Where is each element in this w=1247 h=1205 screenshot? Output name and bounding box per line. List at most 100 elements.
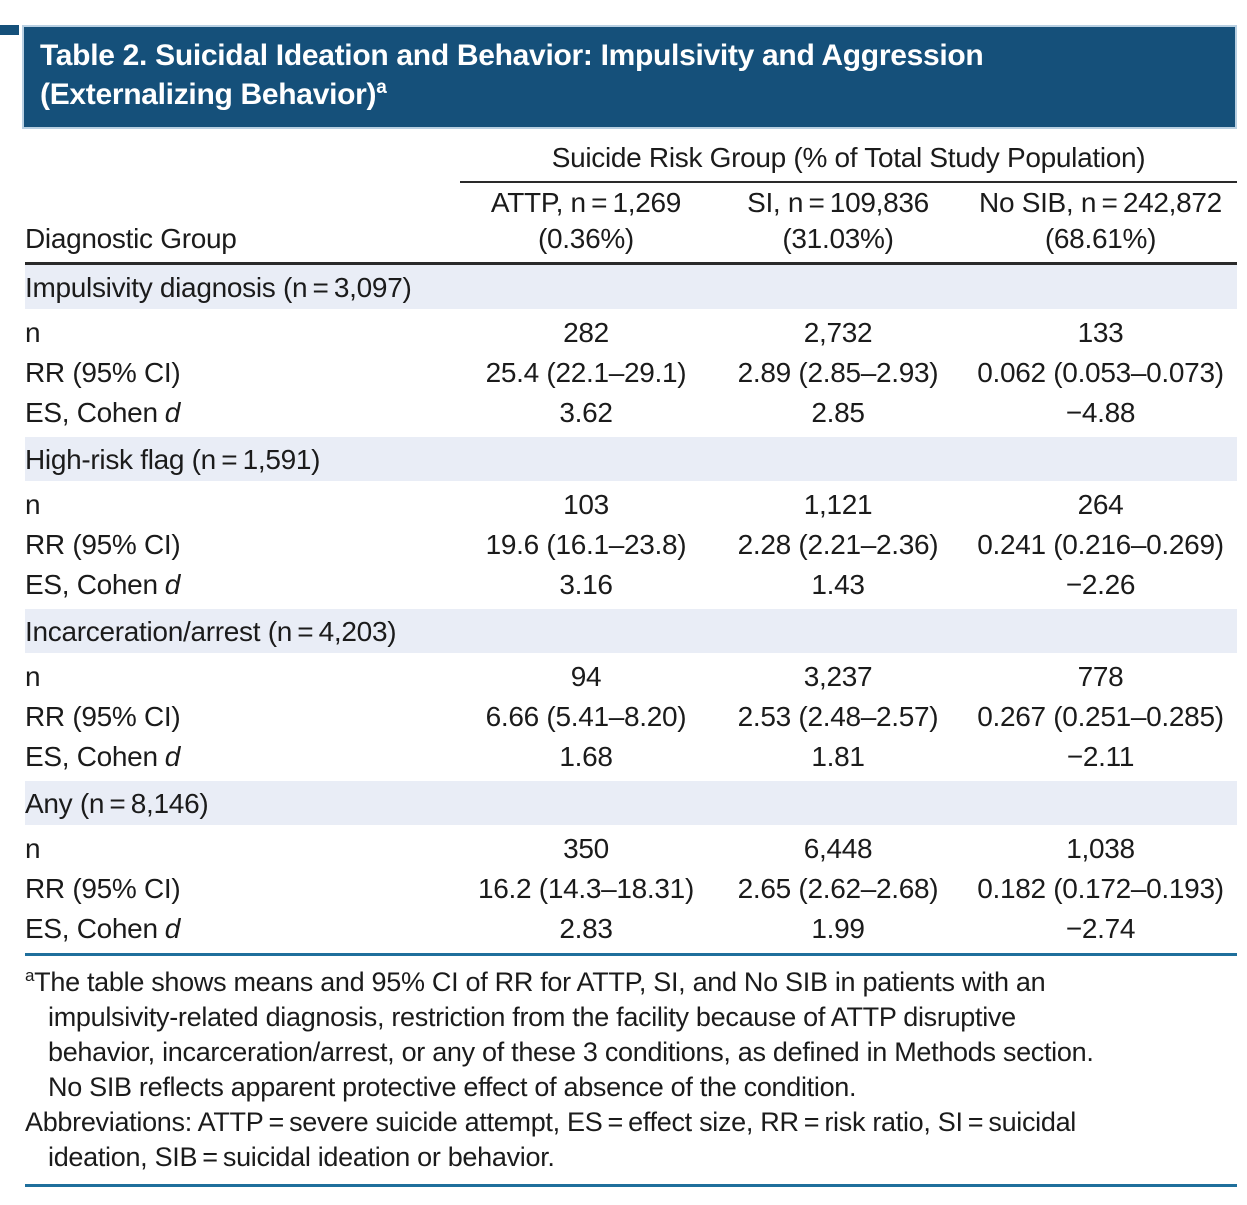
page-edge-mark — [0, 25, 19, 35]
figure-bottom-rule — [25, 1184, 1237, 1187]
column-header-nosib-line2: (68.61%) — [1044, 223, 1157, 254]
cell-value: 1.43 — [811, 569, 865, 600]
cell-value: 1,038 — [1066, 833, 1135, 864]
cell-value: 25.4 (22.1–29.1) — [485, 357, 687, 388]
footnote-marker: a — [25, 966, 35, 985]
cell-value: 2.28 (2.21–2.36) — [737, 529, 939, 560]
spanner-heading: Suicide Risk Group (% of Total Study Pop… — [460, 139, 1237, 183]
table-title-footnote-marker: a — [376, 77, 387, 98]
section-header-impulsivity: Impulsivity diagnosis (n = 3,097) — [25, 265, 1237, 309]
table-title-line1: Table 2. Suicidal Ideation and Behavior:… — [40, 39, 984, 72]
cell-value: 1.68 — [559, 741, 613, 772]
row-label-n: n — [25, 489, 41, 520]
row-label-es: ES, Cohen d — [25, 393, 460, 433]
table-row: n 350 6,448 1,038 — [25, 825, 1237, 869]
cell-value: 2.85 — [811, 397, 865, 428]
cell-value: 0.062 (0.053–0.073) — [977, 357, 1224, 388]
cell-value: 19.6 (16.1–23.8) — [485, 529, 687, 560]
section-header-incarceration: Incarceration/arrest (n = 4,203) — [25, 609, 1237, 653]
cell-value: 282 — [563, 317, 609, 348]
cell-value: 1.81 — [811, 741, 865, 772]
cell-value: −2.26 — [1065, 569, 1136, 600]
cell-value: 3.62 — [559, 397, 613, 428]
es-label-d: d — [164, 913, 181, 944]
abbreviations-line: ideation, SIB = suicidal ideation or beh… — [48, 1142, 555, 1172]
table-title-bar: Table 2. Suicidal Ideation and Behavior:… — [22, 25, 1237, 129]
es-label-d: d — [164, 741, 181, 772]
es-label-d: d — [164, 569, 181, 600]
row-label-es: ES, Cohen d — [25, 565, 460, 605]
cell-value: 2,732 — [803, 317, 873, 348]
es-label-d: d — [164, 397, 181, 428]
cell-value: 350 — [563, 833, 609, 864]
table-row: RR (95% CI) 25.4 (22.1–29.1) 2.89 (2.85–… — [25, 353, 1237, 393]
footnote-text: The table shows means and 95% CI of RR f… — [34, 967, 1046, 997]
row-label-n: n — [25, 317, 41, 348]
footnote-line: No SIB reflects apparent protective effe… — [48, 1072, 857, 1102]
cell-value: 6.66 (5.41–8.20) — [485, 701, 687, 732]
cell-value: 2.53 (2.48–2.57) — [737, 701, 939, 732]
cell-value: −2.74 — [1065, 913, 1136, 944]
cell-value: −4.88 — [1065, 397, 1136, 428]
cell-value: 3,237 — [803, 661, 873, 692]
cell-value: 103 — [563, 489, 609, 520]
es-label-text: ES, Cohen — [25, 913, 158, 944]
row-label-es: ES, Cohen d — [25, 737, 460, 777]
cell-value: 0.267 (0.251–0.285) — [977, 701, 1224, 732]
cell-value: 6,448 — [803, 833, 873, 864]
table-row: RR (95% CI) 6.66 (5.41–8.20) 2.53 (2.48–… — [25, 697, 1237, 737]
table-row: ES, Cohen d 2.83 1.99 −2.74 — [25, 909, 1237, 953]
cell-value: 0.182 (0.172–0.193) — [977, 873, 1224, 904]
footnote-line: aThe table shows means and 95% CI of RR … — [25, 965, 1237, 1000]
column-header-attp: ATTP, n = 1,269 (0.36%) — [460, 185, 712, 262]
cell-value: −2.11 — [1066, 741, 1135, 772]
section-header-high-risk-flag: High-risk flag (n = 1,591) — [25, 437, 1237, 481]
table-row: n 282 2,732 133 — [25, 309, 1237, 353]
column-header-si: SI, n = 109,836 (31.03%) — [712, 185, 964, 262]
es-label-text: ES, Cohen — [25, 569, 158, 600]
journal-page: { "colors":{ "navy":"#15507a", "title_bo… — [0, 25, 1247, 1205]
table-title: Table 2. Suicidal Ideation and Behavior:… — [40, 36, 1219, 114]
column-header-si-line2: (31.03%) — [782, 223, 894, 254]
cell-value: 16.2 (14.3–18.31) — [478, 873, 694, 904]
row-label-rr: RR (95% CI) — [25, 529, 181, 560]
cell-value: 1,121 — [803, 489, 873, 520]
row-label-n: n — [25, 661, 41, 692]
table-header: Suicide Risk Group (% of Total Study Pop… — [25, 139, 1237, 265]
es-label-text: ES, Cohen — [25, 741, 158, 772]
es-label-text: ES, Cohen — [25, 397, 158, 428]
cell-value: 3.16 — [559, 569, 613, 600]
table-bottom-rule — [25, 953, 1237, 956]
footnote-line: impulsivity-related diagnosis, restricti… — [48, 1002, 1016, 1032]
cell-value: 778 — [1077, 661, 1124, 692]
cell-value: 94 — [570, 661, 602, 692]
stub-header: Diagnostic Group — [25, 223, 237, 254]
row-label-es: ES, Cohen d — [25, 909, 460, 949]
abbreviations-line: Abbreviations: ATTP = severe suicide att… — [25, 1107, 1077, 1137]
table-footnotes: aThe table shows means and 95% CI of RR … — [25, 965, 1237, 1175]
table-row: RR (95% CI) 16.2 (14.3–18.31) 2.65 (2.62… — [25, 869, 1237, 909]
table-row: n 94 3,237 778 — [25, 653, 1237, 697]
cell-value: 264 — [1077, 489, 1124, 520]
cell-value: 2.65 (2.62–2.68) — [737, 873, 939, 904]
footnote-line: behavior, incarceration/arrest, or any o… — [48, 1037, 1094, 1067]
row-label-rr: RR (95% CI) — [25, 701, 181, 732]
table-row: ES, Cohen d 3.62 2.85 −4.88 — [25, 393, 1237, 437]
column-header-nosib: No SIB, n = 242,872 (68.61%) — [964, 185, 1237, 262]
column-header-si-line1: SI, n = 109,836 — [747, 187, 929, 218]
table-row: ES, Cohen d 1.68 1.81 −2.11 — [25, 737, 1237, 781]
cell-value: 1.99 — [811, 913, 865, 944]
section-header-any: Any (n = 8,146) — [25, 781, 1237, 825]
cell-value: 2.89 (2.85–2.93) — [737, 357, 939, 388]
column-header-attp-line1: ATTP, n = 1,269 — [490, 187, 682, 218]
row-label-rr: RR (95% CI) — [25, 357, 181, 388]
cell-value: 2.83 — [559, 913, 613, 944]
table-row: n 103 1,121 264 — [25, 481, 1237, 525]
cell-value: 133 — [1077, 317, 1124, 348]
table-row: RR (95% CI) 19.6 (16.1–23.8) 2.28 (2.21–… — [25, 525, 1237, 565]
column-header-attp-line2: (0.36%) — [538, 223, 634, 254]
column-header-nosib-line1: No SIB, n = 242,872 — [979, 187, 1222, 218]
row-label-n: n — [25, 833, 41, 864]
row-label-rr: RR (95% CI) — [25, 873, 181, 904]
table-title-line2: (Externalizing Behavior) — [40, 78, 377, 111]
